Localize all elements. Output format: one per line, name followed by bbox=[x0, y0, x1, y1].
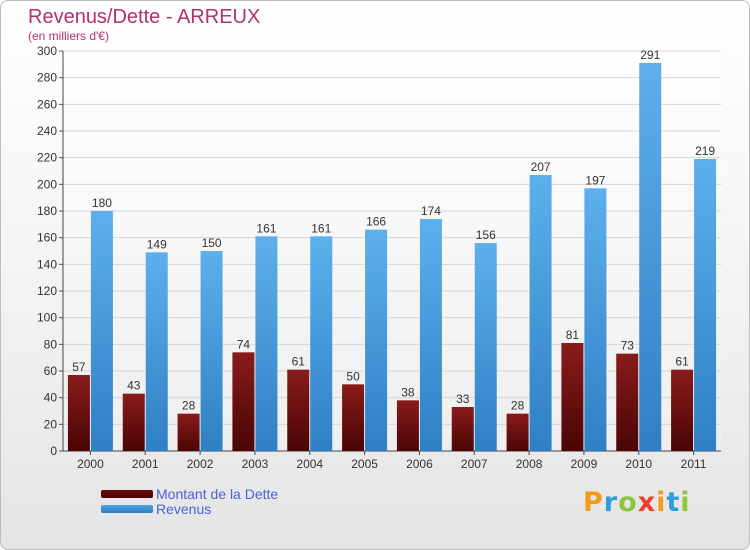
data-label: 28 bbox=[182, 399, 196, 413]
x-tick-label: 2002 bbox=[187, 457, 214, 471]
y-tick-label: 160 bbox=[37, 231, 57, 245]
logo-letter: i bbox=[680, 487, 691, 518]
bar-dette bbox=[232, 352, 255, 451]
data-label: 43 bbox=[127, 379, 141, 393]
x-tick-label: 2003 bbox=[242, 457, 269, 471]
bar-revenus bbox=[694, 159, 717, 451]
y-tick-label: 280 bbox=[37, 71, 57, 85]
x-tick-label: 2006 bbox=[406, 457, 433, 471]
bar-dette bbox=[561, 343, 584, 451]
bar-revenus bbox=[255, 236, 278, 451]
bar-revenus bbox=[365, 229, 388, 451]
data-label: 38 bbox=[401, 385, 415, 399]
data-label: 149 bbox=[147, 237, 167, 251]
y-tick-label: 0 bbox=[50, 444, 57, 458]
y-tick-label: 300 bbox=[37, 44, 57, 58]
bar-dette bbox=[506, 413, 529, 451]
y-tick-label: 260 bbox=[37, 97, 57, 111]
bar-dette bbox=[616, 353, 639, 451]
bar-dette bbox=[451, 407, 474, 451]
y-tick-label: 240 bbox=[37, 124, 57, 138]
x-tick-label: 2005 bbox=[351, 457, 378, 471]
logo-letter: o bbox=[618, 487, 638, 518]
logo-letter: x bbox=[637, 487, 657, 518]
y-tick-label: 120 bbox=[37, 284, 57, 298]
bar-dette bbox=[67, 375, 90, 451]
x-tick-label: 2007 bbox=[461, 457, 488, 471]
y-tick-label: 200 bbox=[37, 177, 57, 191]
x-tick-label: 2000 bbox=[77, 457, 104, 471]
bar-dette bbox=[342, 384, 365, 451]
data-label: 73 bbox=[621, 339, 635, 353]
data-label: 74 bbox=[237, 337, 251, 351]
bar-dette bbox=[177, 413, 200, 451]
bar-revenus bbox=[474, 243, 497, 451]
data-label: 150 bbox=[202, 236, 222, 250]
y-tick-label: 60 bbox=[44, 364, 58, 378]
bar-revenus bbox=[90, 211, 113, 451]
bar-revenus bbox=[529, 175, 552, 451]
data-label: 161 bbox=[256, 221, 276, 235]
y-tick-label: 180 bbox=[37, 204, 57, 218]
plot-area bbox=[63, 51, 721, 451]
data-label: 161 bbox=[311, 221, 331, 235]
bar-revenus bbox=[310, 236, 333, 451]
legend-label-dette: Montant de la Dette bbox=[156, 486, 279, 502]
y-tick-label: 140 bbox=[37, 257, 57, 271]
bar-revenus bbox=[145, 252, 168, 451]
data-label: 50 bbox=[346, 369, 360, 383]
bar-revenus bbox=[584, 188, 607, 452]
bar-dette bbox=[122, 393, 145, 451]
data-label: 61 bbox=[675, 355, 689, 369]
x-tick-label: 2009 bbox=[571, 457, 598, 471]
x-tick-label: 2011 bbox=[681, 457, 707, 471]
x-tick-label: 2010 bbox=[625, 457, 652, 471]
legend-label-revenus: Revenus bbox=[156, 501, 212, 517]
bar-dette bbox=[396, 400, 419, 451]
y-tick-label: 40 bbox=[44, 391, 58, 405]
bar-dette bbox=[671, 369, 694, 451]
proxiti-logo: Proxiti bbox=[583, 487, 691, 518]
y-tick-label: 220 bbox=[37, 151, 57, 165]
data-label: 291 bbox=[640, 48, 660, 62]
logo-letter: i bbox=[656, 487, 667, 518]
data-label: 57 bbox=[72, 360, 86, 374]
bar-revenus bbox=[200, 251, 223, 451]
legend-swatch-revenus bbox=[101, 505, 153, 513]
data-label: 166 bbox=[366, 215, 386, 229]
x-tick-label: 2001 bbox=[132, 457, 159, 471]
data-label: 207 bbox=[531, 160, 551, 174]
logo-letter: r bbox=[603, 487, 619, 518]
data-label: 174 bbox=[421, 204, 441, 218]
x-tick-label: 2004 bbox=[296, 457, 323, 471]
chart-title: Revenus/Dette - ARREUX bbox=[28, 6, 261, 28]
data-label: 33 bbox=[456, 392, 470, 406]
bar-revenus bbox=[419, 219, 442, 451]
bar-dette bbox=[287, 369, 310, 451]
data-label: 156 bbox=[476, 228, 496, 242]
y-tick-label: 100 bbox=[37, 311, 57, 325]
legend-swatch-dette bbox=[101, 490, 153, 498]
logo-letter: t bbox=[666, 487, 681, 518]
data-label: 180 bbox=[92, 196, 112, 210]
y-tick-label: 20 bbox=[44, 417, 58, 431]
data-label: 81 bbox=[566, 328, 580, 342]
data-label: 197 bbox=[585, 173, 605, 187]
data-label: 61 bbox=[292, 355, 306, 369]
data-label: 28 bbox=[511, 399, 525, 413]
data-label: 219 bbox=[695, 144, 715, 158]
chart-subtitle: (en milliers d'€) bbox=[28, 29, 109, 43]
bar-revenus bbox=[639, 63, 662, 451]
y-tick-label: 80 bbox=[44, 337, 58, 351]
logo-letter: P bbox=[583, 487, 604, 518]
x-tick-label: 2008 bbox=[516, 457, 543, 471]
